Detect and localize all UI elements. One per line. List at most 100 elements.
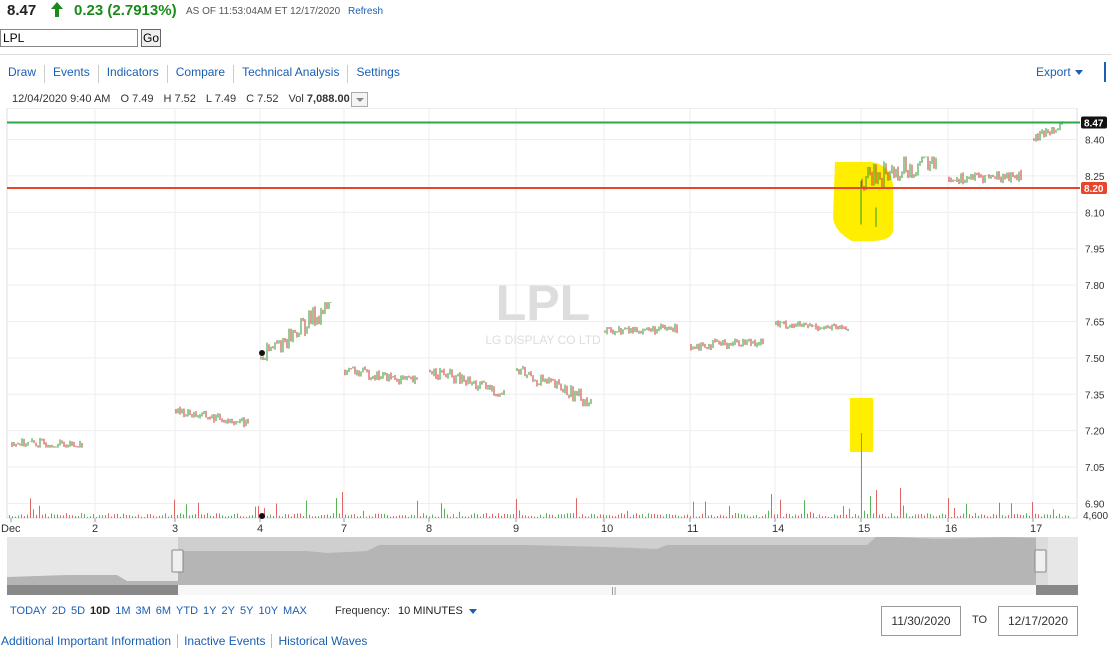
- volume-bar: [297, 513, 298, 518]
- volume-bar: [621, 513, 622, 518]
- volume-bar: [672, 514, 673, 518]
- volume-bar: [744, 514, 745, 518]
- volume-bar: [117, 513, 118, 518]
- volume-bar: [573, 513, 574, 518]
- volume-bar: [606, 515, 607, 518]
- volume-bar: [660, 514, 661, 518]
- volume-bar: [399, 515, 400, 518]
- volume-bar: [15, 516, 16, 518]
- indicators-menu[interactable]: Indicators: [99, 65, 168, 83]
- volume-bar: [45, 513, 46, 518]
- range-5y[interactable]: 5Y: [239, 605, 254, 617]
- ohlc-dropdown-button[interactable]: [351, 92, 368, 107]
- as-of-timestamp: AS OF 11:53:04AM ET 12/17/2020: [186, 6, 341, 17]
- volume-bar: [1038, 514, 1039, 518]
- volume-bar: [1053, 509, 1054, 518]
- frequency-select[interactable]: 10 MINUTES: [398, 605, 477, 617]
- volume-bar: [549, 514, 550, 518]
- refresh-link[interactable]: Refresh: [348, 6, 384, 17]
- go-button[interactable]: Go: [141, 29, 161, 47]
- navigator-scroll-thumb[interactable]: [178, 585, 1036, 595]
- to-label: TO: [972, 614, 988, 626]
- chart-toolbar: Draw Events Indicators Compare Technical…: [0, 65, 408, 83]
- volume-bar: [60, 515, 61, 518]
- historical-waves-link[interactable]: Historical Waves: [278, 634, 368, 648]
- range-today[interactable]: TODAY: [10, 605, 47, 617]
- price-line-badge: [1081, 182, 1107, 195]
- volume-bar: [567, 513, 568, 518]
- export-button[interactable]: Export: [1036, 65, 1083, 79]
- volume-bar: [906, 513, 907, 518]
- navigator-right-handle[interactable]: [1034, 549, 1047, 573]
- volume-bar: [918, 514, 919, 518]
- inactive-events-link[interactable]: Inactive Events: [178, 634, 273, 648]
- range-10d[interactable]: 10D: [90, 605, 111, 617]
- draw-menu[interactable]: Draw: [0, 65, 46, 83]
- volume-bar: [915, 514, 916, 518]
- x-tick-label: 17: [1030, 523, 1042, 535]
- volume-bar: [585, 516, 586, 518]
- to-date-input[interactable]: 12/17/2020: [998, 606, 1078, 636]
- export-label: Export: [1036, 65, 1071, 79]
- volume-bar: [81, 513, 82, 518]
- volume-bar: [57, 514, 58, 518]
- ohlc-datetime: 12/04/2020 9:40 AM: [12, 93, 111, 105]
- price-chart[interactable]: LPL LG DISPLAY CO LTD 8.47 8.20 8.40 8.25 8…: [0, 108, 1111, 536]
- x-tick-label: Dec: [1, 523, 21, 535]
- symbol-input[interactable]: [0, 29, 138, 47]
- range-5d[interactable]: 5D: [70, 605, 86, 617]
- volume-bar: [477, 514, 478, 518]
- volume-bar: [384, 513, 385, 518]
- range-navigator[interactable]: ||: [7, 537, 1078, 595]
- volume-bar: [21, 514, 22, 518]
- volume-bar: [612, 515, 613, 518]
- range-1y[interactable]: 1Y: [203, 605, 217, 617]
- additional-info-link[interactable]: Additional Important Information: [1, 634, 179, 648]
- technical-analysis-menu[interactable]: Technical Analysis: [234, 65, 349, 83]
- range-max[interactable]: MAX: [283, 605, 307, 617]
- range-2d[interactable]: 2D: [51, 605, 66, 617]
- volume-bar: [588, 516, 589, 518]
- volume-bar: [312, 516, 313, 518]
- volume-bar: [564, 514, 565, 518]
- range-3m[interactable]: 3M: [135, 605, 151, 617]
- volume-bar: [624, 514, 625, 518]
- volume-bar: [789, 513, 790, 518]
- volume-bar: [690, 516, 691, 518]
- volume-bar: [474, 513, 475, 518]
- volume-bar: [396, 516, 397, 518]
- events-menu[interactable]: Events: [45, 65, 99, 83]
- volume-bar: [108, 513, 109, 518]
- settings-menu[interactable]: Settings: [356, 65, 400, 79]
- volume-bar: [543, 516, 544, 518]
- volume-bar: [387, 515, 388, 518]
- event-marker-icon[interactable]: [259, 350, 265, 357]
- volume-bar: [723, 515, 724, 518]
- range-6m[interactable]: 6M: [155, 605, 172, 617]
- event-marker-icon[interactable]: [259, 513, 265, 519]
- navigator-left-handle[interactable]: [171, 549, 184, 573]
- volume-bar: [579, 516, 580, 518]
- ohlc-close: C 7.52: [246, 93, 279, 105]
- compare-menu[interactable]: Compare: [168, 65, 235, 83]
- range-ytd[interactable]: YTD: [176, 605, 199, 617]
- volume-bar: [36, 514, 37, 518]
- volume-bar: [813, 513, 814, 518]
- volume-bar: [609, 514, 610, 518]
- volume-bar: [582, 514, 583, 518]
- volume-bar: [636, 513, 637, 518]
- volume-bar: [798, 515, 799, 518]
- from-date-input[interactable]: 11/30/2020: [881, 606, 961, 636]
- volume-bar: [981, 514, 982, 518]
- volume-bar: [879, 514, 880, 518]
- volume-bar: [66, 513, 67, 518]
- range-1m[interactable]: 1M: [115, 605, 131, 617]
- volume-bar: [276, 503, 277, 518]
- range-10y[interactable]: 10Y: [258, 605, 279, 617]
- volume-bar: [762, 516, 763, 518]
- volume-bar: [144, 516, 145, 518]
- volume-bar: [237, 513, 238, 518]
- price-line-label: 8.47: [1084, 119, 1104, 130]
- volume-bar: [390, 516, 391, 518]
- range-2y[interactable]: 2Y: [221, 605, 235, 617]
